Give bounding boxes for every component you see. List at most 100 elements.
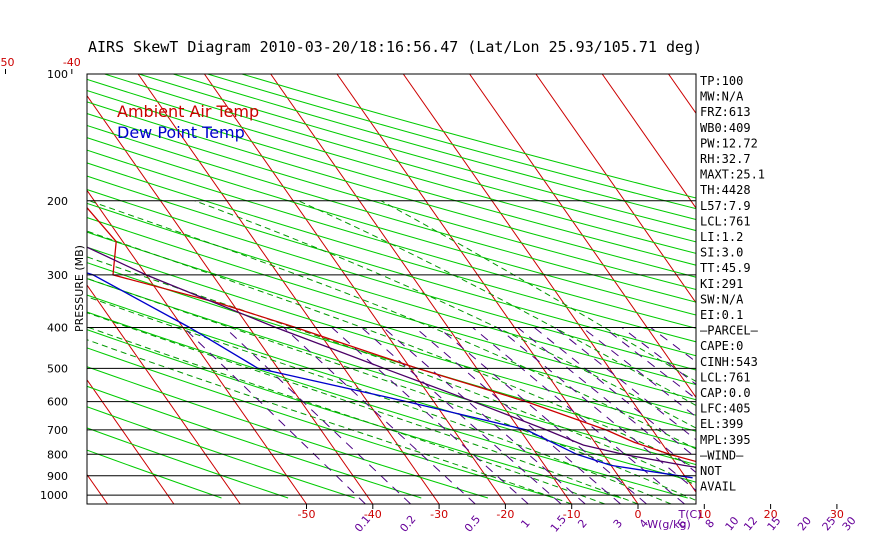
- stability-index-item: TH:4428: [700, 183, 751, 197]
- legend-dew-point-temp: Dew Point Temp: [117, 123, 245, 142]
- pressure-tick-label: 500: [47, 362, 68, 375]
- mixing-ratio-line: [383, 327, 586, 504]
- stability-index-item: MPL:395: [700, 433, 751, 447]
- mixing-ratio-line: [472, 327, 685, 504]
- stability-index-item: TT:45.9: [700, 261, 751, 275]
- dry-adiabat-line: [87, 202, 696, 386]
- sounding-curves: [87, 206, 696, 479]
- mixing-ratio-line: [224, 327, 411, 504]
- mixing-ratio-line: [497, 327, 696, 492]
- moist-adiabat-line: [89, 200, 696, 450]
- pressure-tick-label: 100: [47, 68, 68, 81]
- dry-adiabat-line: [87, 137, 696, 316]
- stability-index-item: L57:7.9: [700, 199, 751, 213]
- isotherm-line: [0, 74, 41, 504]
- mixing-ratio-line: [438, 327, 647, 504]
- isotherm-line: [203, 74, 506, 504]
- bottom-temp-tick-label: 30: [830, 508, 844, 521]
- stability-index-item: PW:12.72: [700, 136, 758, 150]
- series-line-dew-point-temp: [87, 272, 693, 479]
- moist-adiabat-line: [380, 200, 696, 382]
- dry-adiabat-line: [87, 78, 696, 254]
- axes: 1002003004005006007008009001000-120-110-…: [0, 56, 859, 535]
- moist-adiabat-line: [298, 200, 696, 407]
- bottom-temp-tick-label: -30: [430, 508, 448, 521]
- stability-index-item: CAPE:0: [700, 339, 743, 353]
- stability-index-item: NOT: [700, 464, 722, 478]
- isotherm-line: [601, 74, 696, 209]
- dry-adiabat-line: [87, 294, 696, 483]
- bottom-temp-tick-label: 20: [764, 508, 778, 521]
- stability-index-item: FRZ:613: [700, 105, 751, 119]
- mixing-ratio-line: [361, 327, 562, 504]
- dry-adiabat-line: [87, 217, 696, 401]
- bottom-temp-tick-label: -50: [298, 508, 316, 521]
- stability-index-item: EL:399: [700, 417, 743, 431]
- mixing-ratio-tick-label: 2: [575, 517, 589, 531]
- moist-adiabat-line: [194, 200, 696, 429]
- stability-index-item: CAP:0.0: [700, 386, 751, 400]
- dry-adiabat-line: [87, 189, 696, 371]
- dry-adiabat-line: [87, 149, 696, 329]
- dry-adiabat-line: [87, 124, 696, 303]
- bottom-temp-tick-label: 10: [697, 508, 711, 521]
- pressure-tick-label: 600: [47, 396, 68, 409]
- stability-index-item: LFC:405: [700, 402, 751, 416]
- stability-index-item: —PARCEL—: [700, 324, 759, 338]
- isotherm-line: [402, 74, 696, 494]
- dry-adiabat-line: [87, 175, 696, 357]
- bottom-temp-tick-label: 0: [635, 508, 642, 521]
- chart-title: AIRS SkewT Diagram 2010-03-20/18:16:56.4…: [88, 38, 702, 56]
- stability-index-item: SI:3.0: [700, 246, 743, 260]
- isotherm-line: [87, 473, 109, 504]
- moist-adiabat-line: [87, 312, 639, 504]
- pressure-tick-label: 900: [47, 470, 68, 483]
- stability-index-item: MW:N/A: [700, 90, 744, 104]
- isotherm-line: [87, 189, 307, 504]
- mixing-ratio-tick-label: 10: [723, 514, 742, 533]
- moist-adiabat-line: [87, 256, 696, 486]
- stability-index-item: EI:0.1: [700, 308, 743, 322]
- moist-adiabat-line: [87, 277, 696, 501]
- isotherm-line: [336, 74, 639, 504]
- mixing-ratio-line: [621, 327, 696, 386]
- bottom-temp-tick-label: -40: [364, 508, 382, 521]
- dry-adiabat-line: [207, 74, 696, 210]
- stability-index-item: SW:N/A: [700, 292, 744, 306]
- temperature-unit-label: T(C): [678, 508, 702, 521]
- isotherm-line: [87, 284, 241, 504]
- mixing-ratio-tick-label: 0.5: [462, 513, 483, 535]
- isotherm-line: [87, 94, 374, 504]
- dry-adiabat-line: [87, 89, 696, 266]
- stability-index-item: LCL:761: [700, 370, 751, 384]
- dry-adiabat-line: [87, 101, 696, 278]
- pressure-tick-label: 700: [47, 424, 68, 437]
- dry-adiabat-line: [87, 406, 355, 499]
- pressure-tick-label: 300: [47, 269, 68, 282]
- dry-adiabat-line: [87, 246, 696, 432]
- pressure-tick-label: 800: [47, 448, 68, 461]
- dry-adiabat-line: [173, 74, 696, 221]
- mixing-ratio-line: [283, 327, 476, 504]
- mixing-ratio-tick-label: 12: [741, 514, 760, 533]
- dry-adiabat-line: [87, 366, 489, 499]
- bottom-temp-tick-label: -20: [496, 508, 514, 521]
- stability-index-item: KI:291: [700, 277, 743, 291]
- dry-adiabat-line: [87, 231, 696, 416]
- stability-index-item: AVAIL: [700, 480, 736, 494]
- mixing-ratio-tick-label: 1: [518, 517, 532, 531]
- dry-adiabat-line: [87, 347, 555, 499]
- stability-index-item: TP:100: [700, 74, 743, 88]
- stability-index-item: WB0:409: [700, 121, 751, 135]
- mixing-ratio-tick-label: 3: [611, 517, 625, 531]
- moist-adiabat-line: [87, 296, 672, 504]
- series-line-ambient-air-temp: [87, 206, 696, 463]
- moist-adiabat-line: [87, 339, 572, 504]
- stability-index-item: RH:32.7: [700, 152, 751, 166]
- mixing-ratio-unit-label: W(g/kg): [647, 518, 691, 531]
- isotherm-line: [535, 74, 696, 304]
- isotherm-line: [668, 74, 696, 115]
- bottom-temp-tick-label: -10: [563, 508, 581, 521]
